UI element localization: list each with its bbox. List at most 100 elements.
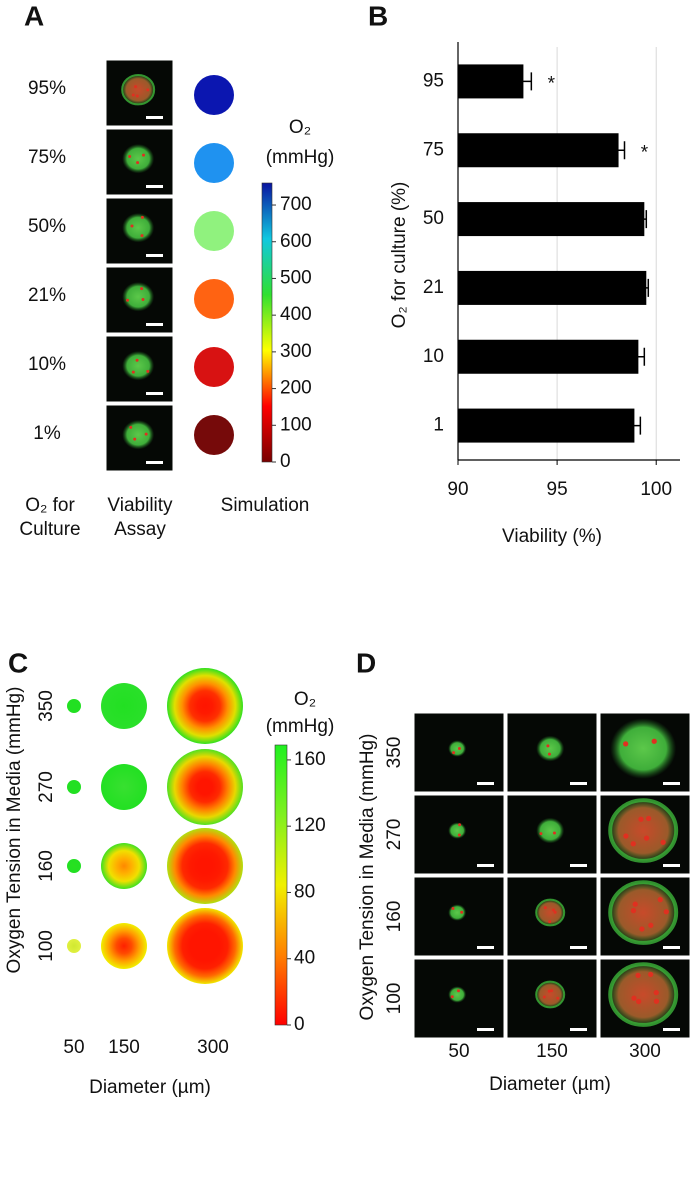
dead-cell xyxy=(144,432,148,436)
simulation xyxy=(167,668,243,744)
column-label: 50 xyxy=(63,1037,84,1058)
simulation xyxy=(194,143,234,183)
bar xyxy=(458,202,645,237)
dead-cell xyxy=(632,901,638,907)
dead-cell xyxy=(134,85,138,89)
colorbar-tick-label: 0 xyxy=(294,1014,305,1035)
scale-bar xyxy=(146,185,163,188)
dead-cell xyxy=(550,989,554,993)
spheroid-rim xyxy=(121,73,156,106)
dead-cell xyxy=(141,297,145,301)
scale-bar xyxy=(663,1028,680,1031)
dead-cell xyxy=(457,747,461,751)
x-axis-label: Diameter (µm) xyxy=(89,1077,211,1098)
row-label: 160 xyxy=(36,850,57,882)
scale-bar xyxy=(146,323,163,326)
dead-cell xyxy=(635,972,641,979)
colorbar-tick-label: 200 xyxy=(280,378,312,399)
column-label: 150 xyxy=(108,1037,140,1058)
spheroid xyxy=(448,904,467,921)
dead-cell xyxy=(651,738,657,744)
colorbar-unit: (mmHg) xyxy=(266,716,335,737)
column-label: Culture xyxy=(19,519,80,540)
dead-cell xyxy=(623,833,629,839)
colorbar-tick-label: 100 xyxy=(280,414,312,435)
spheroid xyxy=(122,419,155,450)
spheroid xyxy=(536,817,565,844)
dead-cell xyxy=(452,751,456,755)
dead-cell xyxy=(636,998,642,1005)
row-label: 21% xyxy=(28,285,66,306)
dead-cell xyxy=(638,816,644,822)
dead-cell xyxy=(542,995,546,999)
scale-bar xyxy=(477,1028,494,1031)
simulation xyxy=(194,75,234,115)
colorbar-tick-label: 300 xyxy=(280,341,312,362)
row-label: 160 xyxy=(384,901,405,933)
scale-bar xyxy=(570,864,587,867)
dead-cell xyxy=(135,94,139,98)
spheroid xyxy=(122,281,155,312)
spheroid xyxy=(448,986,467,1003)
dead-cell xyxy=(458,823,462,827)
dead-cell xyxy=(128,154,132,158)
dead-cell xyxy=(456,989,460,993)
dead-cell xyxy=(142,153,146,157)
column-label: O₂ for xyxy=(25,495,75,516)
panel-label: B xyxy=(368,0,388,31)
bar xyxy=(458,408,635,443)
scale-bar xyxy=(663,864,680,867)
simulation xyxy=(194,279,234,319)
simulation xyxy=(67,699,81,713)
dead-cell xyxy=(451,906,455,910)
spheroid xyxy=(610,964,677,1025)
scale-bar xyxy=(570,946,587,949)
dead-cell xyxy=(648,922,654,928)
panel-label: D xyxy=(356,647,376,678)
dead-cell xyxy=(133,437,137,441)
column-label: Simulation xyxy=(221,495,310,516)
spheroid-rim xyxy=(608,880,679,945)
error-bar xyxy=(628,416,642,435)
dead-cell xyxy=(653,989,659,996)
scale-bar xyxy=(477,946,494,949)
spheroid xyxy=(448,740,467,757)
x-axis-label: Diameter (µm) xyxy=(489,1074,611,1095)
error-bar xyxy=(515,72,533,91)
spheroid-rim xyxy=(608,962,679,1027)
row-label: 100 xyxy=(384,983,405,1015)
row-label: 350 xyxy=(384,737,405,769)
dead-cell xyxy=(553,910,557,914)
bar xyxy=(458,270,647,305)
dead-cell xyxy=(653,998,660,1004)
simulation xyxy=(194,347,234,387)
bar xyxy=(458,64,524,99)
row-label: 1% xyxy=(33,423,61,444)
dead-cell xyxy=(129,425,133,429)
row-label: 350 xyxy=(36,690,57,722)
x-tick-label: 100 xyxy=(640,479,672,500)
scale-bar xyxy=(146,461,163,464)
simulation xyxy=(101,683,147,729)
y-tick-label: 21 xyxy=(423,277,444,298)
y-axis-label: Oxygen Tension in Media (mmHg) xyxy=(4,687,25,974)
column-label: 300 xyxy=(197,1037,229,1058)
panel-label: A xyxy=(24,0,44,31)
dead-cell xyxy=(135,358,139,362)
error-bar xyxy=(612,141,626,160)
column-label: 50 xyxy=(448,1041,469,1062)
row-label: 100 xyxy=(36,930,57,962)
row-label: 270 xyxy=(36,771,57,803)
colorbar-tick-label: 120 xyxy=(294,815,326,836)
bar xyxy=(458,339,639,374)
dead-cell xyxy=(547,752,551,756)
colorbar-tick-label: 500 xyxy=(280,267,312,288)
dead-cell xyxy=(140,287,144,291)
dead-cell xyxy=(457,833,461,837)
simulation xyxy=(101,843,147,889)
dead-cell xyxy=(543,906,547,910)
annotation: * xyxy=(641,142,649,163)
x-tick-label: 90 xyxy=(447,479,468,500)
y-axis-label: Oxygen Tension in Media (mmHg) xyxy=(357,734,378,1021)
row-label: 95% xyxy=(28,78,66,99)
